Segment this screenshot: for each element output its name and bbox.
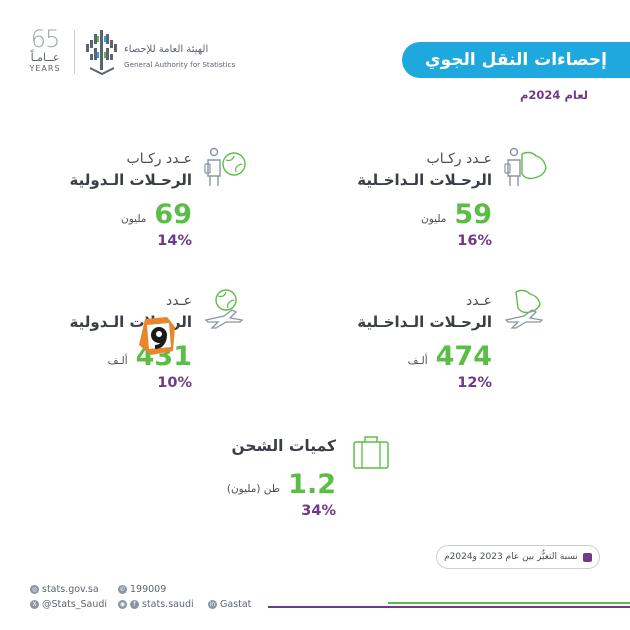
plane-globe-icon <box>204 289 244 329</box>
stat-change: 34% <box>301 503 336 519</box>
footer-line-purple <box>268 606 630 608</box>
stat-unit: مليون <box>421 213 447 225</box>
stat-change: 16% <box>457 233 492 249</box>
stat-domestic-passengers: عـدد ركـاب الرحـلات الـداخـلية 59 مليون … <box>292 147 547 250</box>
footer-linkedin[interactable]: in Gastat <box>208 599 251 610</box>
stat-label-1: عـدد <box>165 293 192 309</box>
legend-swatch <box>582 552 592 562</box>
header-divider <box>74 30 75 74</box>
x-twitter-icon: X <box>30 600 39 609</box>
stat-change: 14% <box>157 233 192 249</box>
linkedin-icon: in <box>208 600 217 609</box>
stat-international-passengers: عـدد ركـاب الرحـلات الـدولية 69 مليون 14… <box>0 147 246 250</box>
stat-label-1: كميات الشحن <box>231 437 336 455</box>
phone-icon: ✆ <box>118 585 127 594</box>
globe-icon: ◎ <box>30 585 39 594</box>
org-name-arabic: الهيئة العامة للإحصاء <box>124 44 209 55</box>
stat-domestic-flights: عـدد الرحـلات الـداخـلية 474 ألـف 12% <box>292 289 544 392</box>
footer-social[interactable]: ◉ f stats.saudi <box>118 599 194 610</box>
footer-phone[interactable]: ✆ 199009 <box>118 584 166 595</box>
stat-unit: ألـف <box>107 355 128 367</box>
stat-value: 69 <box>154 199 192 230</box>
65-years-logo: 65 عــامـاً YEARS <box>22 26 68 78</box>
legend-text: نسبة التغيُّر بين عام 2023 و2024م <box>444 552 578 562</box>
stat-value: 59 <box>454 199 492 230</box>
stat-unit: طن (مليون) <box>226 483 281 495</box>
years-arabic: عــامـاً <box>30 51 60 64</box>
stat-value: 474 <box>435 341 492 372</box>
footer-phone-text: 199009 <box>130 584 167 595</box>
stat-label-1: عـدد <box>465 293 492 309</box>
years-english: YEARS <box>29 64 61 73</box>
passenger-saudi-map-icon <box>504 147 547 186</box>
footer-twitter[interactable]: X @Stats_Saudi <box>30 599 107 610</box>
plane-saudi-map-icon <box>504 289 544 329</box>
years-number: 65 <box>30 25 61 53</box>
stat-label-2: الرحـلات الـداخـلية <box>357 171 492 189</box>
stat-label-1: عـدد ركـاب <box>126 151 192 167</box>
footer-line-green <box>388 602 630 604</box>
stat-value: 1.2 <box>288 469 336 500</box>
passenger-globe-icon <box>204 147 246 186</box>
instagram-icon: ◉ <box>118 600 127 609</box>
stat-label-1: عـدد ركـاب <box>426 151 492 167</box>
footer-twitter-text: @Stats_Saudi <box>42 599 108 610</box>
stat-cargo: كميات الشحن 1.2 طن (مليون) 34% <box>136 436 389 520</box>
stat-change: 10% <box>157 375 192 391</box>
stat-label-2: الرحـلات الـداخـلية <box>357 313 492 331</box>
page-title: إحصاءات النقل الجوي <box>402 42 630 78</box>
suitcase-icon <box>353 436 389 469</box>
stat-unit: ألـف <box>407 355 428 367</box>
stat-label-2: الرحـلات الـدولية <box>69 171 192 189</box>
watermark-sticker-icon <box>139 317 175 355</box>
legend: نسبة التغيُّر بين عام 2023 و2024م <box>436 545 600 569</box>
facebook-icon: f <box>130 600 139 609</box>
footer-website[interactable]: ◎ stats.gov.sa <box>30 584 99 595</box>
footer-website-text: stats.gov.sa <box>42 584 99 595</box>
org-name-english: General Authority for Statistics <box>124 60 236 69</box>
gastat-emblem-icon <box>86 30 117 76</box>
footer-linkedin-text: Gastat <box>220 599 252 610</box>
page-subtitle: لعام 2024م <box>519 88 588 102</box>
stat-change: 12% <box>457 375 492 391</box>
stat-unit: مليون <box>121 213 147 225</box>
footer-social-text: stats.saudi <box>142 599 194 610</box>
